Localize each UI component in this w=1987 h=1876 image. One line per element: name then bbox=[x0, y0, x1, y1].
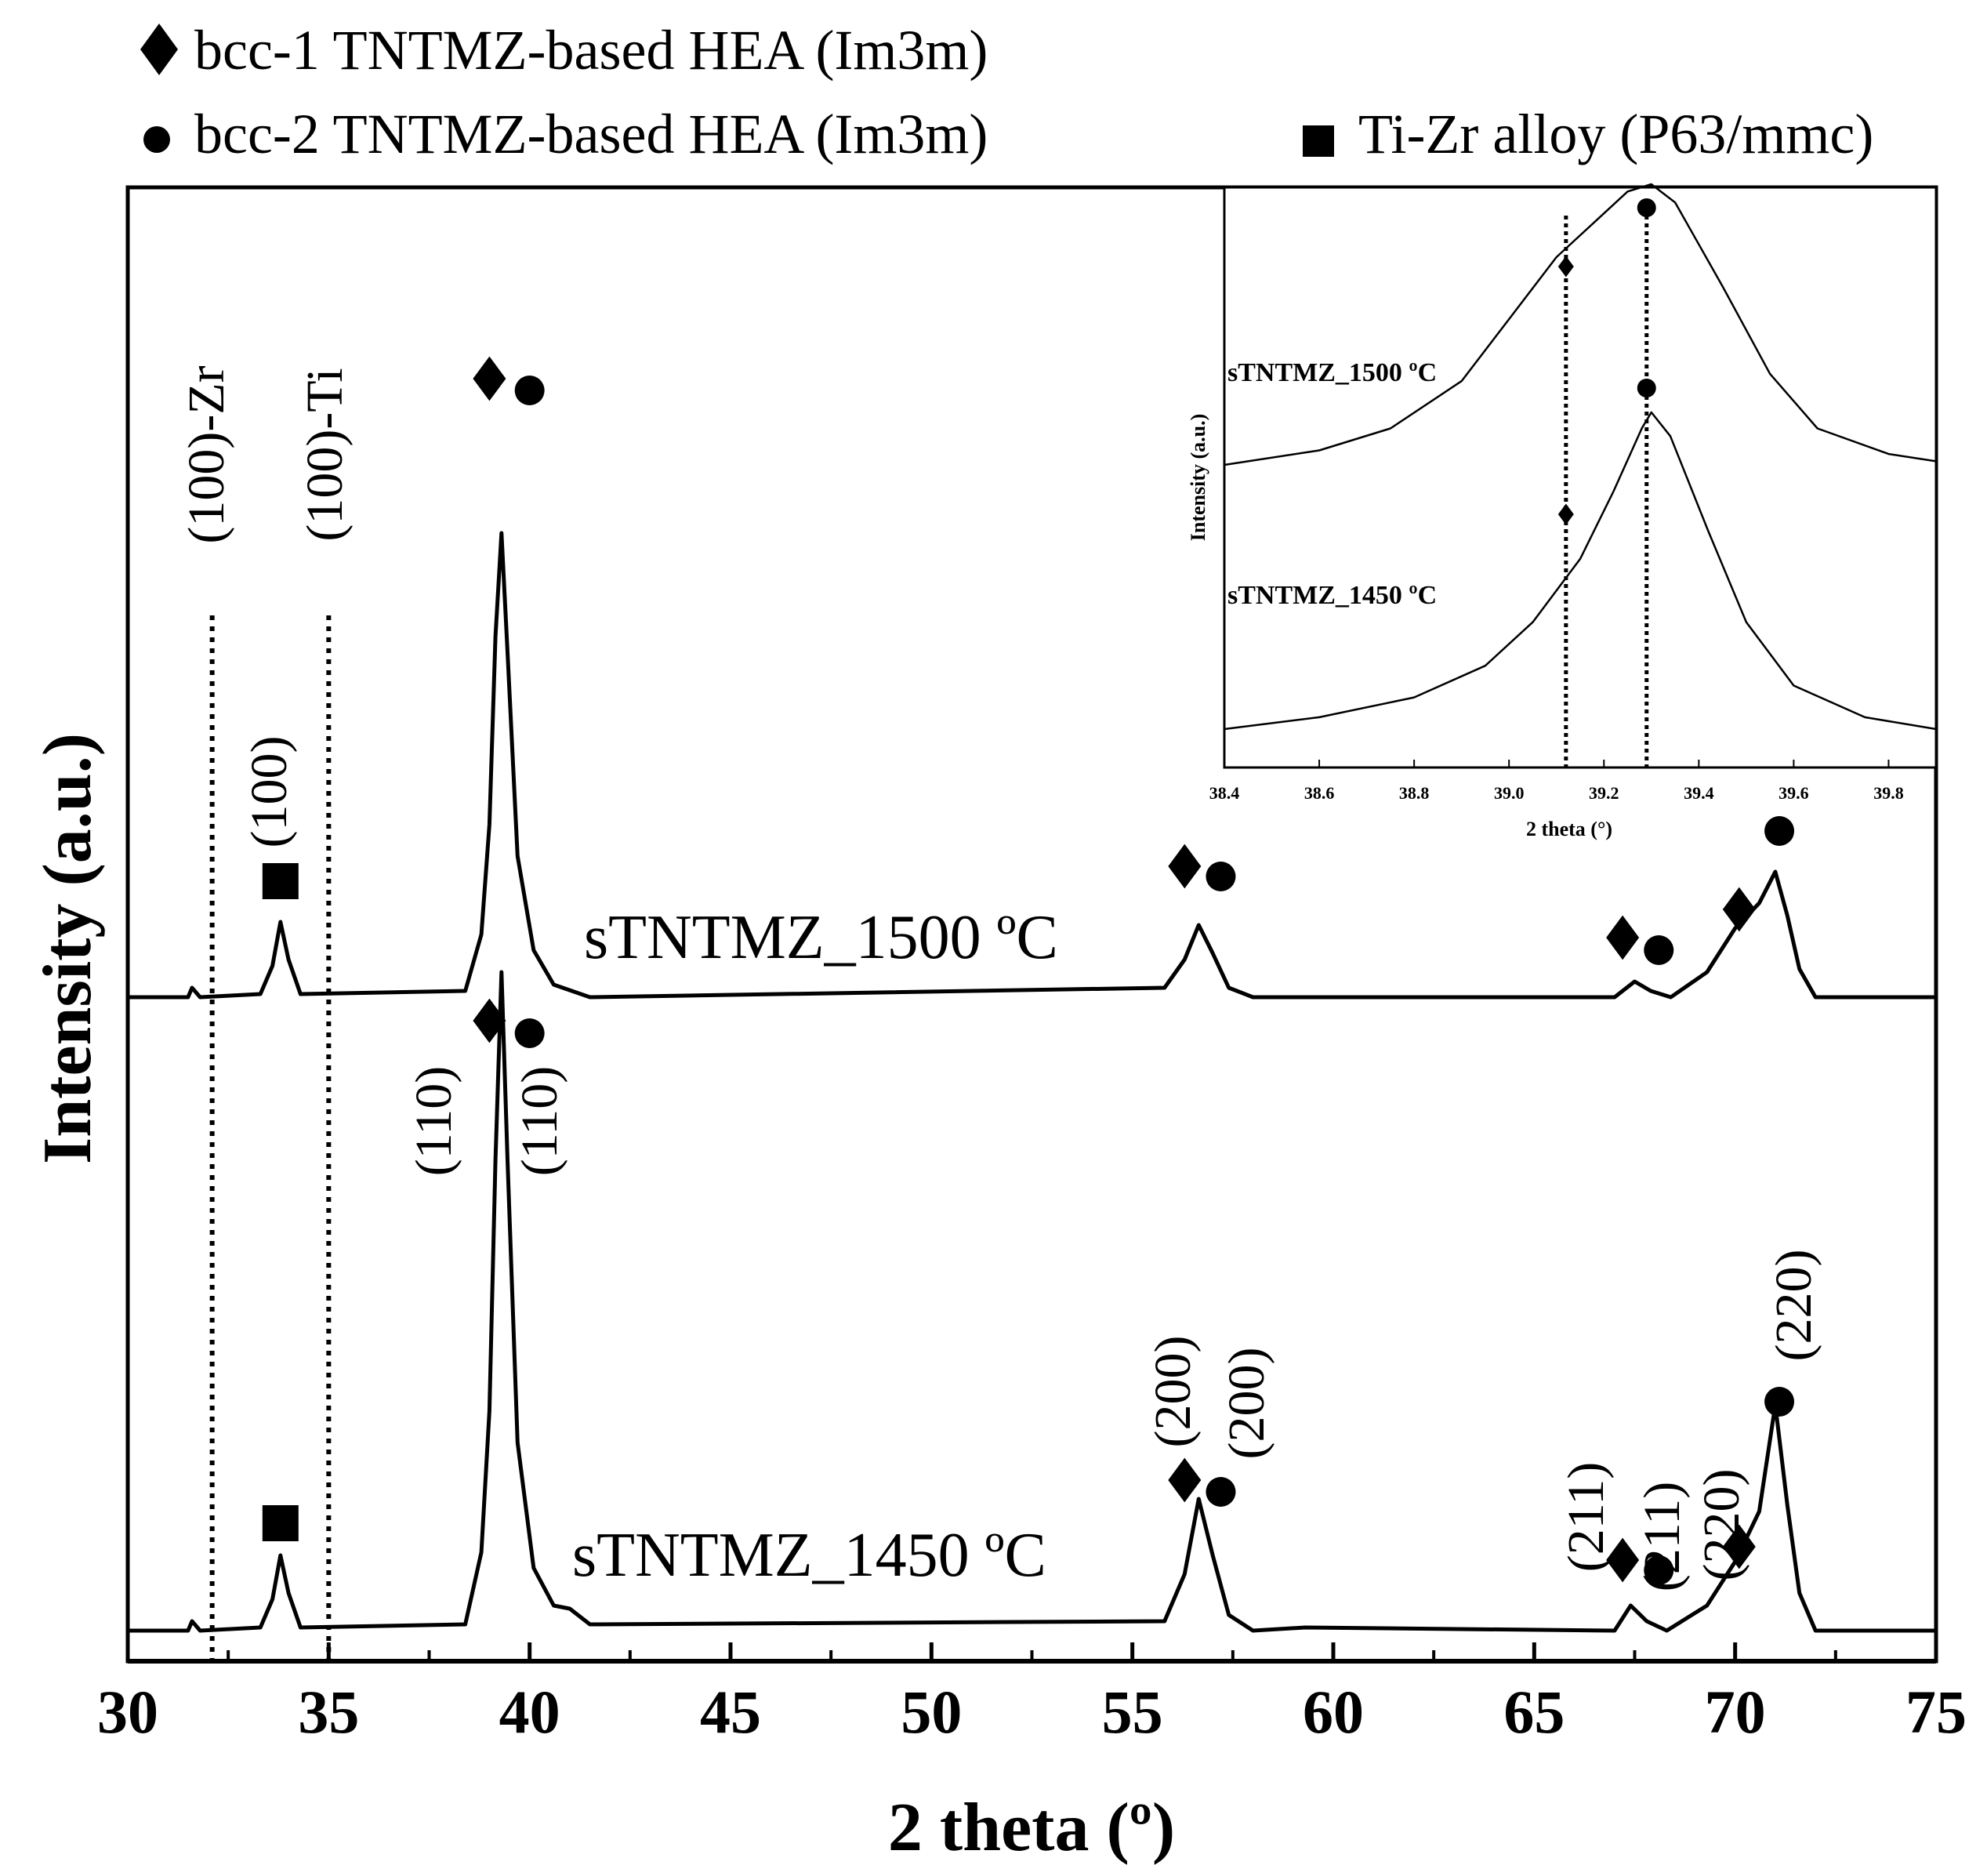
inset-circle-marker bbox=[1637, 198, 1656, 217]
miller-index-label: (220) bbox=[1693, 1469, 1750, 1581]
x-tick-label: 75 bbox=[1905, 1678, 1967, 1746]
circle-marker bbox=[514, 1018, 545, 1048]
x-axis-title: 2 theta (º) bbox=[888, 1790, 1175, 1866]
legend-square-marker bbox=[1303, 125, 1334, 157]
x-tick-label: 55 bbox=[1102, 1678, 1163, 1746]
miller-index-label: (110) bbox=[405, 1066, 462, 1177]
legend-item-bcc1: bcc-1 TNTMZ-based HEA (Im3m) bbox=[140, 19, 988, 82]
x-tick-label: 40 bbox=[499, 1678, 560, 1746]
diamond-marker bbox=[1168, 844, 1202, 889]
main-series bbox=[128, 531, 1936, 1633]
legend-diamond-marker bbox=[140, 24, 178, 75]
legend-circle-marker bbox=[143, 126, 170, 153]
x-tick-label: 35 bbox=[298, 1678, 359, 1746]
circle-marker bbox=[1206, 862, 1236, 891]
x-tick-label: 30 bbox=[97, 1678, 158, 1746]
inset-plot: 38.4 38.6 38.8 39.0 39.2 39.4 39.6 39.8 2 theta… bbox=[1187, 183, 1938, 840]
legend-item-tizr: Ti-Zr alloy (P63/mmc) bbox=[1303, 103, 1873, 165]
inset-series bbox=[1224, 183, 1937, 731]
circle-marker bbox=[1764, 1387, 1795, 1417]
xrd-pattern-line bbox=[128, 531, 1936, 1000]
x-tick-label: 50 bbox=[901, 1678, 962, 1746]
circle-marker bbox=[1764, 816, 1795, 846]
circle-marker bbox=[1644, 935, 1674, 965]
miller-index-label: (200) bbox=[1144, 1336, 1202, 1448]
legend: bcc-1 TNTMZ-based HEA (Im3m) bcc-2 TNTMZ… bbox=[140, 19, 1873, 165]
sample-label-1500: sTNTMZ_1500 ºC bbox=[584, 903, 1058, 972]
miller-index-label: (100) bbox=[241, 736, 298, 848]
inset-x-tick-label: 39.8 bbox=[1873, 783, 1904, 803]
circle-marker bbox=[1206, 1477, 1236, 1507]
miller-index-label: (220) bbox=[1765, 1250, 1822, 1362]
inset-frame bbox=[1223, 186, 1938, 769]
square-marker bbox=[262, 1505, 299, 1541]
miller-index-label: (211) bbox=[1557, 1462, 1615, 1573]
legend-label-bcc2: bcc-2 TNTMZ-based HEA (Im3m) bbox=[194, 103, 988, 165]
diamond-marker bbox=[1722, 887, 1756, 932]
inset-x-tick-label: 38.4 bbox=[1209, 783, 1240, 803]
x-tick-label: 70 bbox=[1705, 1678, 1766, 1746]
y-axis-title: Intensity (a.u.) bbox=[30, 733, 106, 1164]
reference-lines: (100)-Zr (100)-Ti bbox=[178, 365, 354, 1661]
x-tick-label: 45 bbox=[700, 1678, 761, 1746]
inset-x-ticks bbox=[1224, 760, 1890, 767]
inset-pattern-line bbox=[1224, 183, 1937, 466]
miller-index-label: (110) bbox=[511, 1066, 568, 1177]
diamond-marker bbox=[1722, 1524, 1756, 1569]
inset-x-tick-label: 38.6 bbox=[1304, 783, 1335, 803]
inset-y-axis-title: Intensity (a.u.) bbox=[1187, 414, 1209, 542]
x-axis-ticks bbox=[125, 1642, 1938, 1661]
reference-line-label: (100)-Ti bbox=[296, 368, 354, 541]
legend-label-tizr: Ti-Zr alloy (P63/mmc) bbox=[1358, 103, 1873, 165]
diamond-marker bbox=[473, 998, 506, 1043]
square-marker bbox=[262, 863, 299, 899]
circle-marker bbox=[1644, 1555, 1674, 1585]
diamond-marker bbox=[1606, 1537, 1640, 1583]
inset-x-axis-title: 2 theta (°) bbox=[1526, 818, 1612, 840]
xrd-pattern-line bbox=[128, 970, 1936, 1633]
inset-circle-marker bbox=[1637, 379, 1656, 397]
inset-reference-lines bbox=[1564, 216, 1649, 767]
inset-sample-label-1500: sTNTMZ_1500 ºC bbox=[1227, 358, 1437, 387]
reference-line-label: (100)-Zr bbox=[178, 365, 235, 543]
x-axis-tick-labels: 30 35 40 45 50 55 60 65 70 75 bbox=[97, 1678, 1967, 1746]
x-tick-label: 60 bbox=[1303, 1678, 1364, 1746]
circle-marker bbox=[514, 376, 545, 405]
x-tick-label: 65 bbox=[1503, 1678, 1565, 1746]
inset-peak-markers bbox=[1557, 198, 1656, 525]
inset-diamond-marker bbox=[1557, 503, 1574, 525]
sample-label-1450: sTNTMZ_1450 ºC bbox=[572, 1521, 1046, 1590]
main-plot: 30 35 40 45 50 55 60 65 70 75 2 theta (º) Intensi… bbox=[30, 185, 1967, 1866]
inset-x-tick-labels: 38.4 38.6 38.8 39.0 39.2 39.4 39.6 39.8 bbox=[1209, 783, 1904, 803]
inset-diamond-marker bbox=[1557, 256, 1574, 278]
miller-index-labels: (100)(110) (110)(200) (200)(211) (211) (220)… bbox=[241, 736, 1822, 1592]
legend-label-bcc1: bcc-1 TNTMZ-based HEA (Im3m) bbox=[194, 19, 988, 82]
diamond-marker bbox=[1606, 915, 1640, 960]
inset-x-tick-label: 38.8 bbox=[1399, 783, 1430, 803]
miller-index-label: (211) bbox=[1633, 1482, 1691, 1592]
inset-x-tick-label: 39.6 bbox=[1779, 783, 1809, 803]
peak-markers bbox=[262, 356, 1795, 1585]
inset-x-tick-label: 39.0 bbox=[1494, 783, 1525, 803]
diamond-marker bbox=[1168, 1457, 1202, 1503]
inset-x-tick-label: 39.2 bbox=[1589, 783, 1619, 803]
inset-sample-label-1450: sTNTMZ_1450 ºC bbox=[1227, 581, 1437, 610]
legend-item-bcc2: bcc-2 TNTMZ-based HEA (Im3m) bbox=[143, 103, 988, 165]
diamond-marker bbox=[473, 356, 506, 401]
inset-pattern-line bbox=[1224, 411, 1937, 731]
miller-index-label: (200) bbox=[1218, 1348, 1275, 1460]
inset-x-tick-label: 39.4 bbox=[1684, 783, 1714, 803]
